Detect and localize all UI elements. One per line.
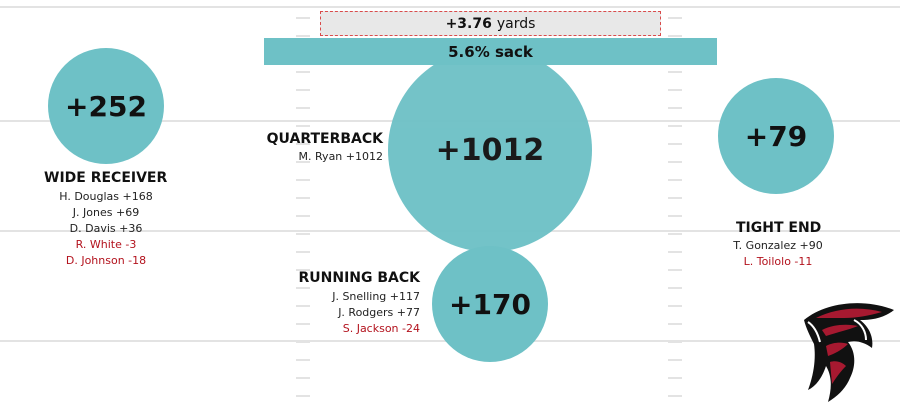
quarterback-title: QUARTERBACK	[266, 131, 383, 147]
running-back-player-list: J. Snelling +117 J. Rodgers +77 S. Jacks…	[332, 289, 420, 337]
player-j-snelling: J. Snelling +117	[332, 290, 420, 303]
wide-receiver-title: WIDE RECEIVER	[44, 170, 168, 186]
quarterback-total: +1012	[435, 132, 545, 168]
yards-value: +3.76	[445, 15, 492, 32]
player-j-jones: J. Jones +69	[72, 206, 140, 219]
player-h-douglas: H. Douglas +168	[59, 190, 153, 203]
falcons-logo-icon	[804, 303, 894, 402]
yards-per-play-box: +3.76 yards	[320, 11, 661, 36]
tight-end-title: TIGHT END	[736, 220, 822, 236]
quarterback-player-list: M. Ryan +1012	[299, 149, 383, 165]
player-r-white: R. White -3	[75, 238, 137, 251]
tight-end-total: +79	[744, 119, 808, 153]
player-j-rodgers: J. Rodgers +77	[338, 306, 420, 319]
wide-receiver-player-list: H. Douglas +168 J. Jones +69 D. Davis +3…	[50, 189, 162, 269]
wide-receiver-total: +252	[65, 89, 147, 123]
yards-unit: yards	[496, 15, 536, 32]
tight-end-player-list: T. Gonzalez +90 L. Toilolo -11	[704, 238, 852, 270]
player-l-toilolo: L. Toilolo -11	[743, 255, 813, 268]
tight-end-bubble: +79	[718, 78, 834, 194]
player-s-jackson: S. Jackson -24	[342, 322, 420, 335]
player-m-ryan: M. Ryan +1012	[298, 150, 383, 163]
player-d-davis: D. Davis +36	[69, 222, 143, 235]
player-t-gonzalez: T. Gonzalez +90	[733, 239, 823, 252]
running-back-title: RUNNING BACK	[298, 270, 420, 286]
quarterback-bubble: +1012	[388, 48, 592, 252]
sack-rate-label: 5.6% sack	[448, 42, 533, 61]
wide-receiver-bubble: +252	[48, 48, 164, 164]
running-back-total: +170	[449, 287, 531, 321]
running-back-bubble: +170	[432, 246, 548, 362]
sack-rate-bar: 5.6% sack	[264, 38, 717, 65]
player-d-johnson: D. Johnson -18	[65, 254, 147, 267]
